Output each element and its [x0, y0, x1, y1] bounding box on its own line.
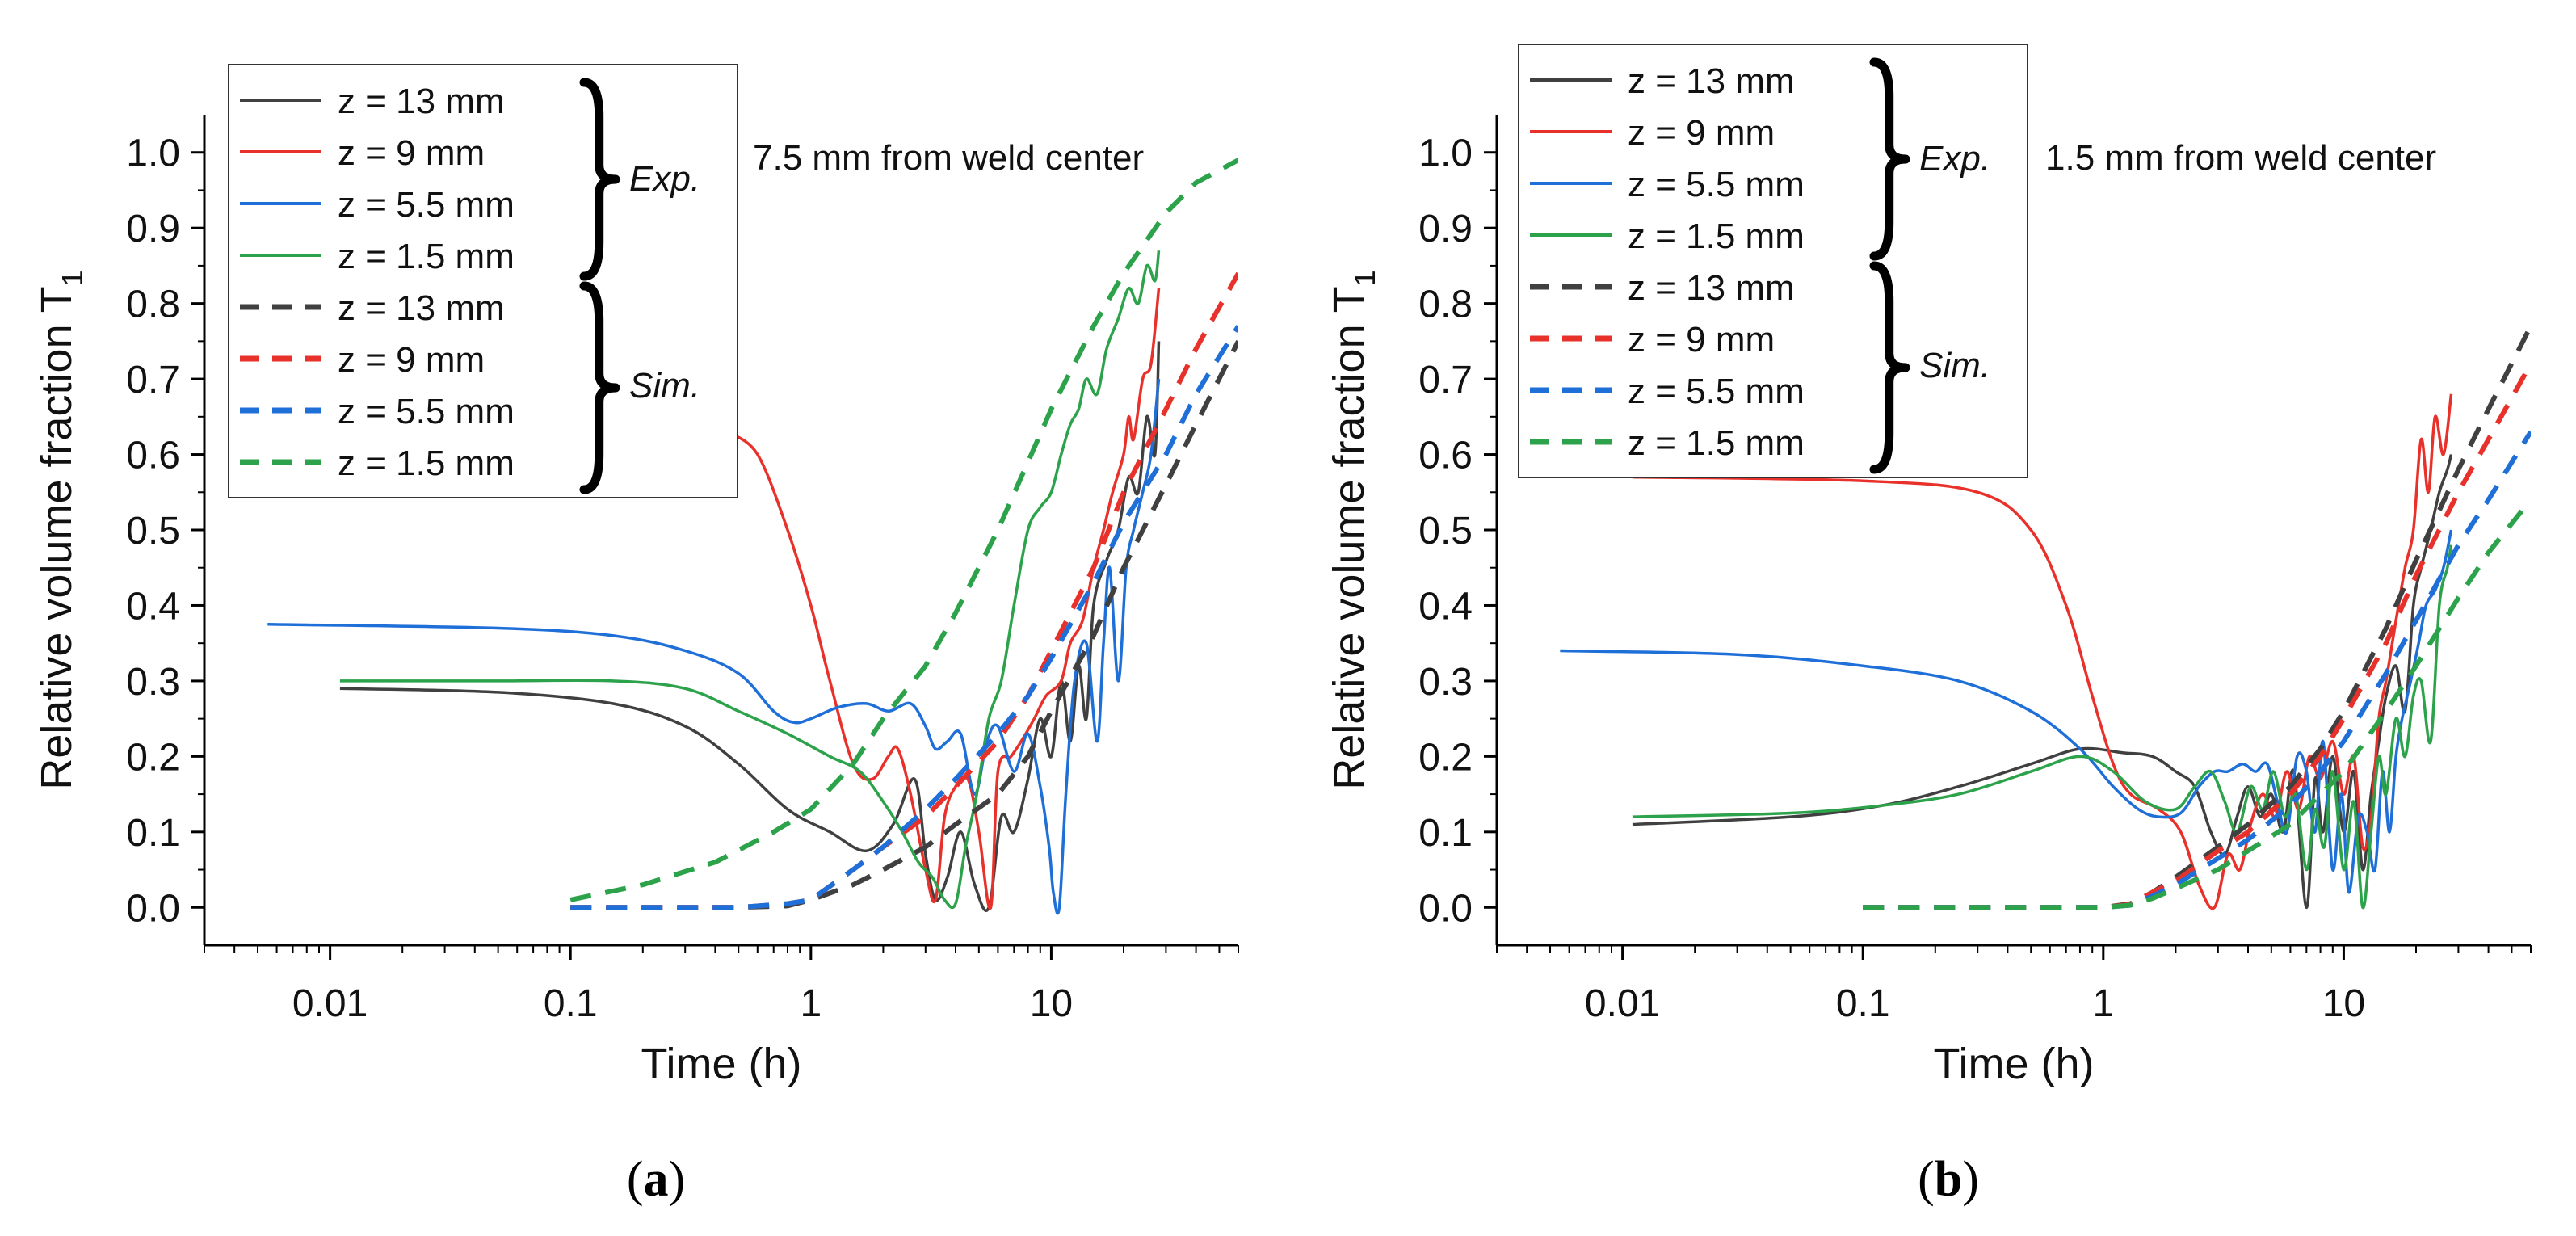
y-tick-label: 1.0	[1418, 132, 1473, 175]
y-tick-label: 0.4	[126, 585, 180, 628]
y-tick-label: 1.0	[126, 132, 180, 175]
legend-label: z = 9 mm	[338, 340, 485, 380]
y-tick-label: 0.0	[126, 887, 180, 930]
caption-paren-open: (	[1918, 1152, 1935, 1207]
legend-group-sim: Sim.	[629, 366, 700, 406]
y-axis-title-main: Relative volume fraction T	[1325, 286, 1373, 789]
series-group	[267, 158, 1238, 915]
y-axis-title-subscript: 1	[56, 270, 89, 286]
legend-label: z = 5.5 mm	[1628, 372, 1805, 411]
x-tick-label: 1	[800, 982, 822, 1025]
series-line-sim-4	[1863, 325, 2531, 910]
annotation-text: 7.5 mm from weld center	[753, 138, 1144, 178]
chart-panel-b: 0.0 0.1 0.2 0.3 0.4 0.5 0.6 0.7 0.8 0.9 1.0 0.01 0.1…	[1325, 44, 2532, 1207]
caption-paren-close: )	[669, 1152, 686, 1207]
x-tick-label: 10	[2322, 982, 2365, 1025]
y-tick-label: 0.6	[1418, 435, 1473, 477]
legend-brace-sim	[1869, 261, 1910, 474]
y-tick-label: 0.8	[1418, 284, 1473, 326]
y-tick-label: 0.2	[126, 736, 180, 779]
legend-brace-sim	[579, 281, 620, 494]
x-axis-title: Time (h)	[641, 1040, 802, 1088]
y-tick-label: 0.6	[126, 435, 180, 477]
legend-group-exp: Exp.	[1919, 139, 1990, 179]
legend-label: z = 9 mm	[1628, 113, 1775, 153]
legend-label: z = 5.5 mm	[1628, 165, 1805, 204]
legend-brace-exp	[1869, 57, 1910, 261]
y-tick-label: 0.9	[1418, 208, 1473, 250]
panel-caption: (b)	[1918, 1152, 1979, 1207]
caption-letter: b	[1935, 1152, 1962, 1207]
y-axis-title: Relative volume fraction T1	[1325, 270, 1381, 789]
y-tick-label: 0.3	[126, 661, 180, 704]
y-tick-label: 0.8	[126, 284, 180, 326]
series-line-exp-2	[1560, 529, 2453, 894]
caption-paren-close: )	[1962, 1152, 1979, 1207]
y-tick-label: 0.3	[1418, 661, 1473, 704]
chart-panel-a: 0.0 0.1 0.2 0.3 0.4 0.5 0.6 0.7 0.8 0.9 1.0 0.01 0.1…	[32, 64, 1239, 1207]
y-axis-title-subscript: 1	[1348, 270, 1381, 286]
panel-caption: (a)	[627, 1152, 685, 1207]
legend-box	[1518, 44, 2028, 478]
caption-letter: a	[644, 1152, 669, 1207]
y-tick-label: 0.1	[1418, 812, 1473, 855]
legend-label: z = 5.5 mm	[338, 392, 515, 431]
series-line-sim-7	[569, 158, 1238, 902]
legend: z = 13 mm z = 9 mm z = 5.5 mm z = 1.5 mm z =…	[228, 64, 738, 498]
y-tick-label: 0.1	[126, 812, 180, 855]
series-line-sim-6	[570, 325, 1238, 910]
caption-paren-open: (	[627, 1152, 644, 1207]
x-tick-label: 0.1	[1836, 982, 1890, 1025]
legend-label: z = 1.5 mm	[1628, 217, 1805, 256]
series-line-exp-1	[1632, 393, 2453, 910]
y-tick-label: 0.5	[126, 510, 180, 553]
x-axis-title: Time (h)	[1934, 1040, 2095, 1088]
legend-label: z = 1.5 mm	[338, 237, 515, 276]
legend-label: z = 1.5 mm	[338, 444, 515, 483]
legend-box	[228, 64, 738, 498]
legend-label: z = 13 mm	[1628, 61, 1795, 101]
legend-label: z = 9 mm	[1628, 320, 1775, 359]
x-tick-label: 0.01	[292, 982, 368, 1025]
annotation-text: 1.5 mm from weld center	[2045, 138, 2436, 178]
legend: z = 13 mm z = 9 mm z = 5.5 mm z = 1.5 mm z =…	[1518, 44, 2028, 478]
y-tick-label: 0.2	[1418, 736, 1473, 779]
y-axis-title: Relative volume fraction T1	[32, 270, 89, 789]
legend-label: z = 5.5 mm	[338, 185, 515, 225]
y-tick-label: 0.0	[1418, 887, 1473, 930]
series-line-exp-2	[267, 378, 1161, 915]
x-tick-label: 0.1	[544, 982, 598, 1025]
legend-label: z = 1.5 mm	[1628, 423, 1805, 463]
legend-label: z = 13 mm	[338, 288, 505, 328]
x-tick-label: 1	[2092, 982, 2114, 1025]
y-axis-title-main: Relative volume fraction T	[32, 286, 81, 789]
x-tick-label: 0.01	[1585, 982, 1660, 1025]
y-tick-label: 0.7	[126, 359, 180, 401]
series-group	[1560, 325, 2531, 910]
x-tick-label: 10	[1030, 982, 1073, 1025]
legend-group-exp: Exp.	[629, 159, 700, 199]
legend-label: z = 13 mm	[1628, 268, 1795, 308]
y-tick-label: 0.5	[1418, 510, 1473, 553]
legend-label: z = 9 mm	[338, 133, 485, 173]
series-line-exp-3	[339, 250, 1161, 910]
legend-brace-exp	[579, 78, 620, 281]
y-tick-label: 0.4	[1418, 585, 1473, 628]
legend-label: z = 13 mm	[338, 82, 505, 121]
y-tick-label: 0.9	[126, 208, 180, 250]
legend-group-sim: Sim.	[1919, 346, 1990, 385]
series-line-exp-3	[1632, 544, 2453, 910]
series-line-sim-5	[1863, 362, 2531, 910]
y-tick-label: 0.7	[1418, 359, 1473, 401]
